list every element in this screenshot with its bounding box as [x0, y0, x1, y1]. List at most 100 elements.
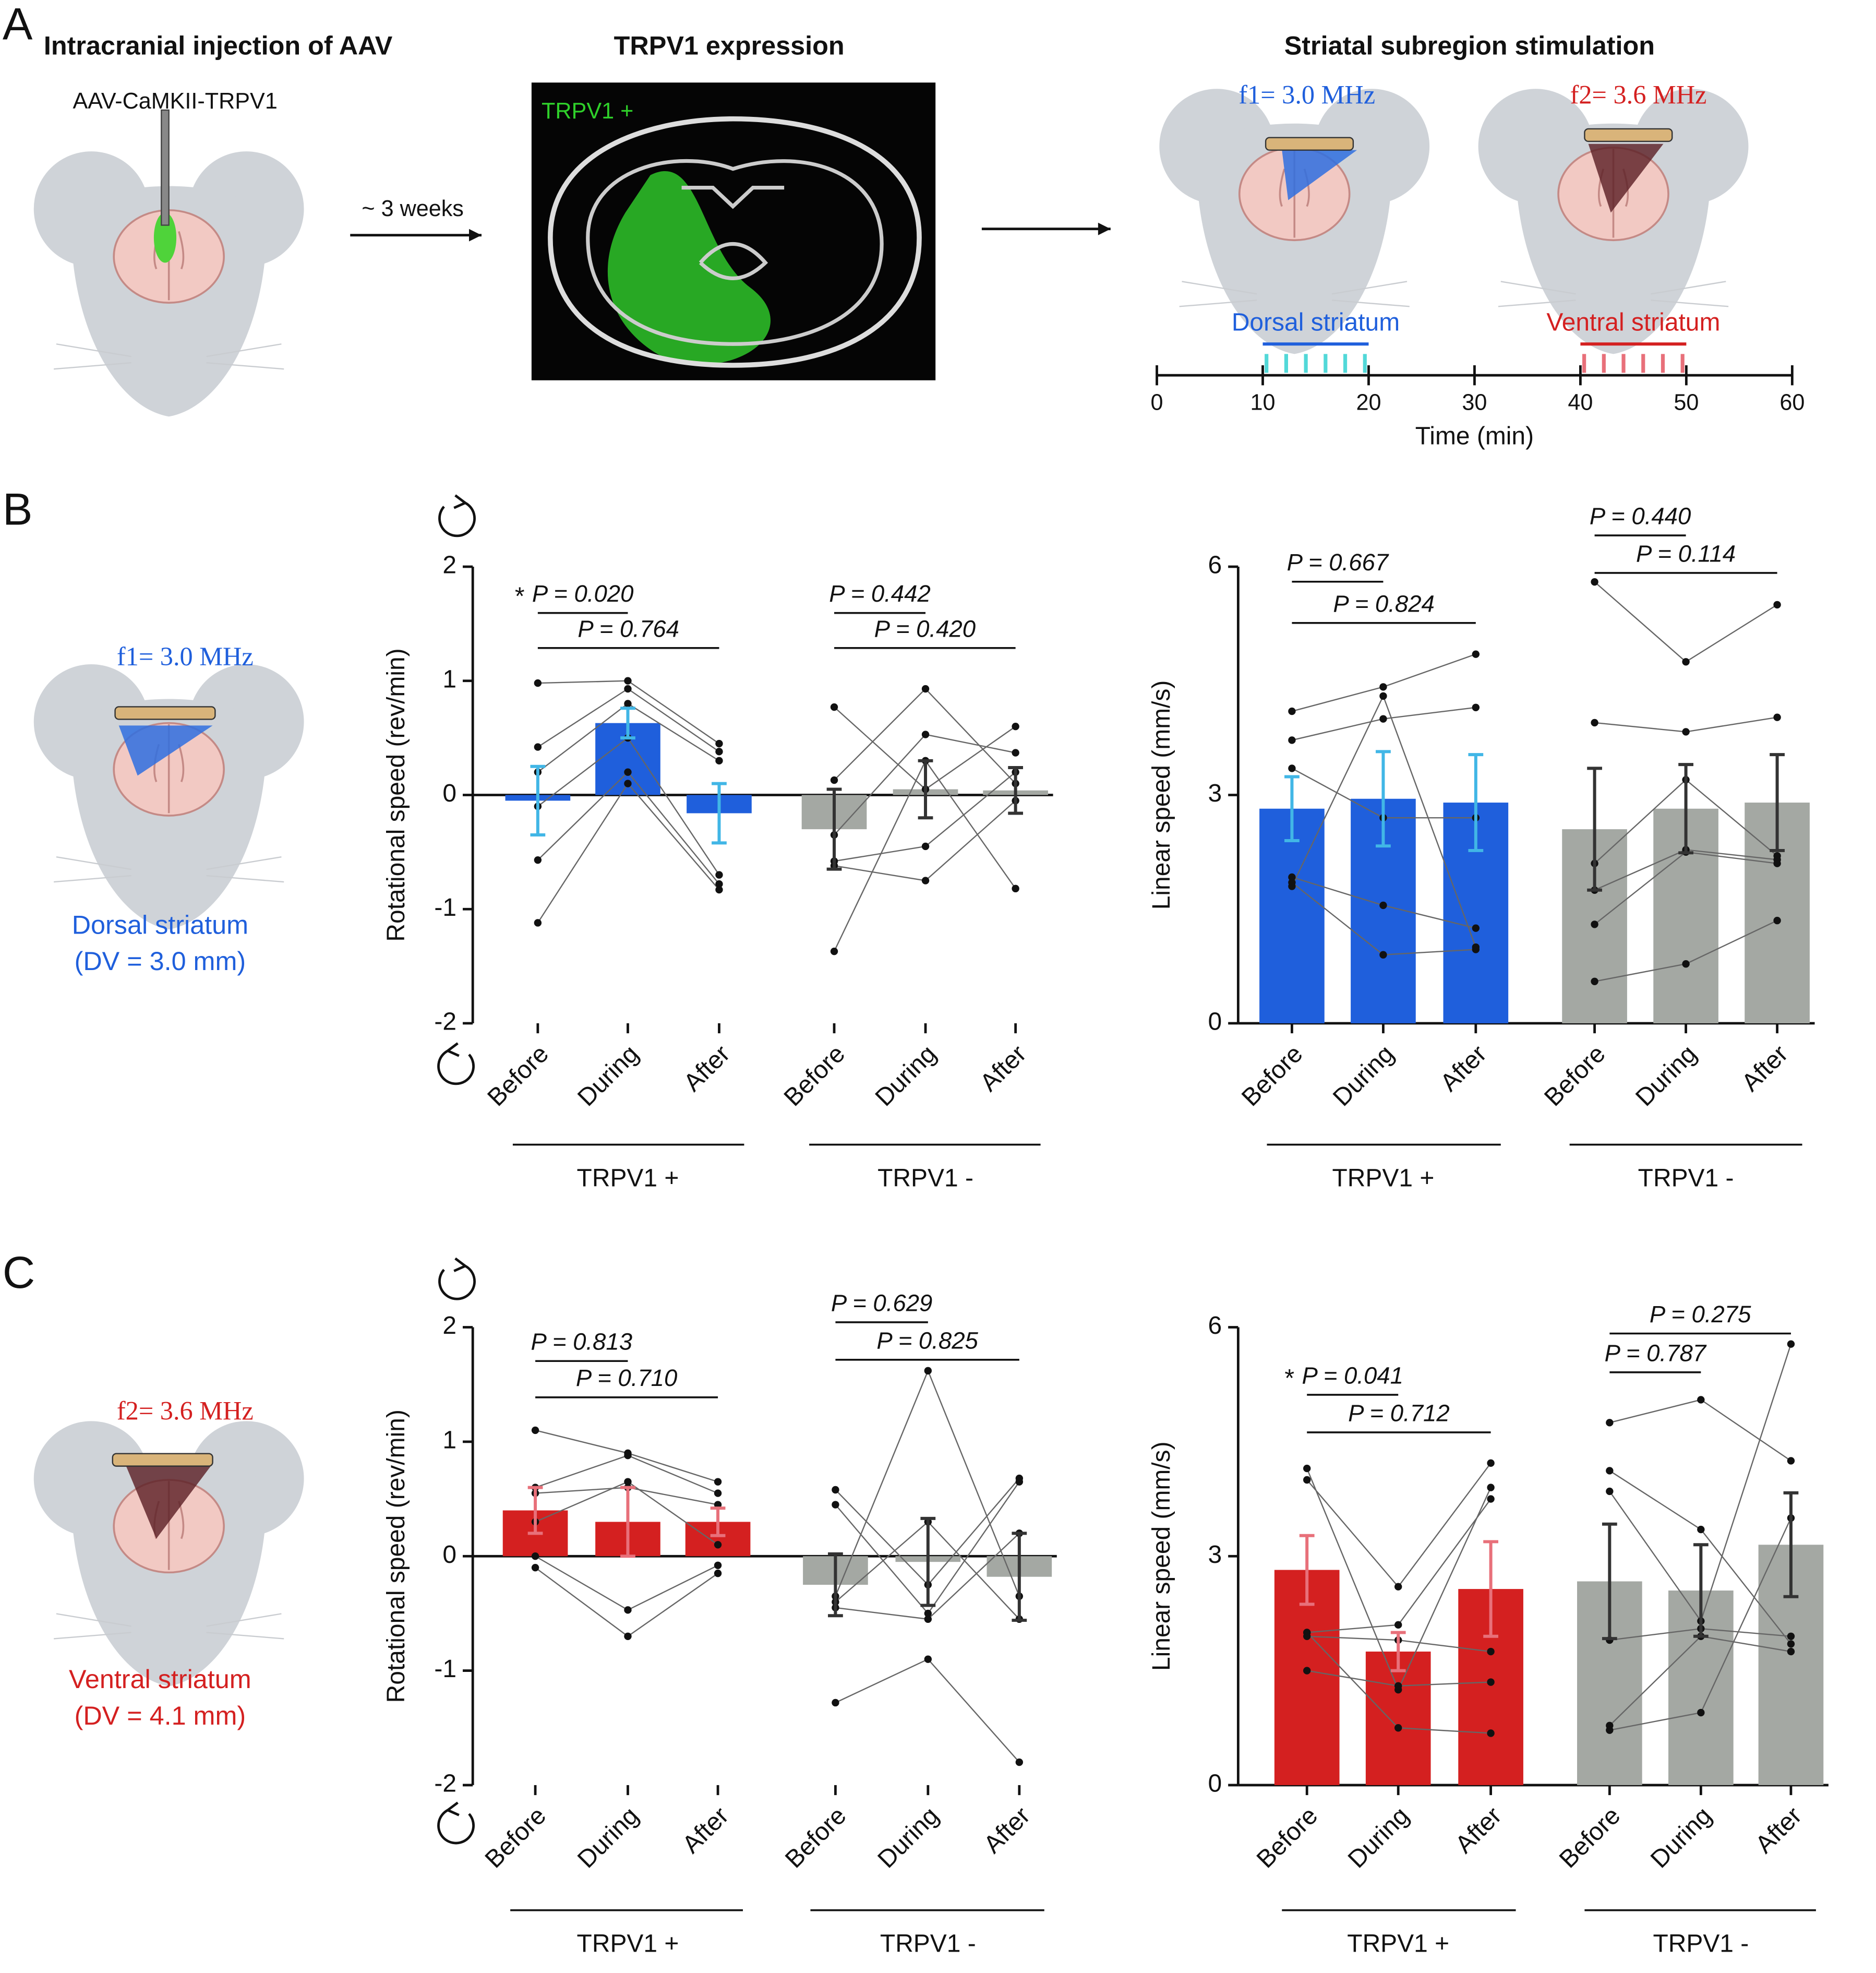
- p-value: P = 0.440: [1590, 503, 1691, 530]
- y-tick-label: -1: [434, 894, 456, 922]
- subject-dot: [924, 1615, 932, 1623]
- subject-dot: [1697, 1525, 1705, 1534]
- error-bar: [1299, 1534, 1315, 1606]
- subject-dot: [715, 739, 723, 748]
- subject-dot: [1015, 1758, 1024, 1766]
- subject-line: [1292, 707, 1476, 741]
- error-bar: [1468, 753, 1484, 852]
- cw-icon: [438, 1264, 476, 1300]
- transducer: [112, 1453, 213, 1467]
- x-tick-label: After: [1750, 1802, 1807, 1859]
- ultrasound-beam: [1588, 144, 1664, 213]
- group-label: TRPV1 +: [1347, 1930, 1449, 1957]
- error-bar: [918, 759, 933, 820]
- green-signal: [607, 171, 771, 365]
- cw-icon: [438, 501, 476, 537]
- x-tick-label: After: [677, 1802, 734, 1859]
- p-value: P = 0.710: [576, 1365, 678, 1391]
- y-tick-label: 3: [1208, 780, 1222, 807]
- timeline-tick-label: 10: [1250, 390, 1275, 415]
- p-value: P = 0.275: [1650, 1301, 1751, 1328]
- subject-dot: [534, 856, 542, 864]
- subject-dot: [624, 1478, 632, 1486]
- error-bar: [1008, 766, 1024, 815]
- subject-dot: [1487, 1647, 1495, 1656]
- panel-label: C: [3, 1248, 35, 1298]
- timeline-axis-title: Time (min): [1415, 423, 1534, 450]
- subject-dot: [1591, 578, 1598, 586]
- timeline-tick-label: 60: [1779, 390, 1805, 415]
- timeline-tick-label: 0: [1151, 390, 1163, 415]
- subject-dot: [531, 1426, 539, 1434]
- y-tick-label: -2: [434, 1008, 456, 1036]
- p-value: P = 0.824: [1333, 590, 1435, 617]
- subject-line: [535, 1556, 718, 1611]
- y-tick-label: 1: [442, 665, 456, 693]
- subject-dot: [1487, 1484, 1495, 1491]
- subject-dot: [534, 679, 542, 687]
- y-tick-label: 6: [1208, 552, 1222, 579]
- subject-dot: [830, 776, 838, 784]
- y-tick-label: 0: [442, 1541, 456, 1569]
- group-label: TRPV1 +: [1332, 1164, 1435, 1192]
- subject-dot: [1487, 1678, 1495, 1686]
- x-tick-label: Before: [1554, 1802, 1626, 1873]
- subject-dot: [832, 1699, 839, 1707]
- ultrasound-beam: [125, 1463, 213, 1539]
- subject-dot: [624, 1452, 632, 1460]
- needle: [161, 109, 170, 226]
- cw-icon-head: [453, 494, 466, 509]
- subject-dot: [624, 768, 632, 776]
- step-title: Striatal subregion stimulation: [1284, 30, 1655, 60]
- subject-line: [1292, 653, 1476, 712]
- y-tick-label: 0: [442, 780, 456, 807]
- subject-dot: [921, 731, 930, 738]
- group-label: TRPV1 -: [1638, 1164, 1734, 1192]
- p-value: P = 0.420: [874, 615, 976, 642]
- y-axis-title: Rotational speed (rev/min): [382, 648, 410, 941]
- subject-dot: [1288, 764, 1296, 772]
- subject-dot: [1012, 749, 1019, 757]
- subject-dot: [1015, 1478, 1024, 1486]
- subject-dot: [1773, 859, 1781, 867]
- subject-dot: [1379, 715, 1387, 723]
- subject-dot: [1591, 719, 1598, 727]
- subject-dot: [1787, 1640, 1795, 1648]
- subject-dot: [1288, 882, 1296, 890]
- y-tick-label: 0: [1208, 1008, 1222, 1036]
- subject-dot: [921, 685, 930, 693]
- mouse-illustration: [32, 663, 305, 930]
- p-value: P = 0.020: [532, 580, 634, 607]
- subject-dot: [1472, 703, 1480, 711]
- subject-dot: [1787, 1632, 1795, 1640]
- frequency-label: f2= 3.6 MHz: [1570, 80, 1707, 110]
- x-tick-label: Before: [483, 1040, 554, 1111]
- x-tick-label: Before: [480, 1802, 551, 1873]
- subject-dot: [924, 1609, 932, 1618]
- subject-dot: [1787, 1457, 1795, 1465]
- subject-dot: [624, 780, 632, 787]
- subject-dot: [1303, 1629, 1311, 1636]
- subject-dot: [714, 1569, 722, 1577]
- significance-star: *: [1284, 1365, 1294, 1392]
- timeline-tick-label: 50: [1674, 390, 1699, 415]
- subject-dot: [1379, 901, 1387, 910]
- subject-dot: [1682, 728, 1690, 736]
- significance-star: *: [515, 583, 525, 611]
- error-bar: [710, 1506, 726, 1537]
- error-bar: [1587, 767, 1602, 892]
- subject-dot: [1787, 1340, 1795, 1348]
- p-value: P = 0.764: [578, 615, 679, 642]
- depth-label: (DV = 3.0 mm): [75, 946, 246, 976]
- subject-dot: [534, 919, 542, 927]
- subject-dot: [531, 1552, 539, 1560]
- timeline-tick-label: 20: [1356, 390, 1381, 415]
- error-bar: [1678, 763, 1693, 855]
- error-bar: [1483, 1540, 1498, 1638]
- subject-dot: [921, 842, 930, 851]
- subject-dot: [1394, 1682, 1402, 1690]
- subject-dot: [714, 1561, 722, 1569]
- x-tick-label: During: [1645, 1802, 1717, 1873]
- y-tick-label: -2: [434, 1770, 456, 1798]
- p-value: P = 0.041: [1302, 1362, 1403, 1389]
